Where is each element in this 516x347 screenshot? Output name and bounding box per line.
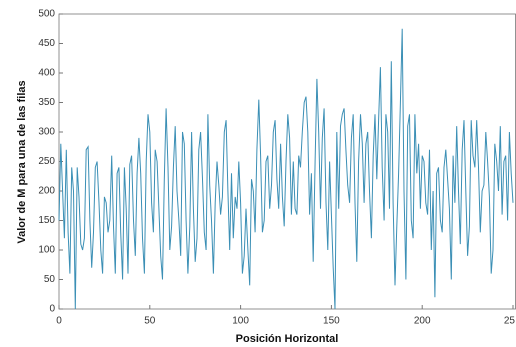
x-tick-label: 0 [56,316,62,327]
y-tick-label: 50 [44,274,56,285]
y-tick-label: 400 [38,68,55,79]
x-tick-label: 150 [323,316,340,327]
y-tick-label: 350 [38,97,55,108]
y-axis-label: Valor de M para una de las filas [16,80,28,243]
x-tick-label: 50 [144,316,156,327]
y-tick-label: 200 [38,186,55,197]
y-tick-label: 250 [38,156,55,167]
y-tick-label: 300 [38,127,55,138]
y-tick-label: 0 [49,304,55,315]
y-tick-label: 150 [38,215,55,226]
x-tick-label: 25 [504,316,516,327]
x-tick-label: 200 [414,316,431,327]
x-axis-label: Posición Horizontal [236,333,339,345]
x-tick-label: 100 [232,316,249,327]
y-tick-label: 100 [38,245,55,256]
y-tick-label: 500 [38,9,55,20]
data-line [58,28,514,310]
y-tick-label: 450 [38,38,55,49]
